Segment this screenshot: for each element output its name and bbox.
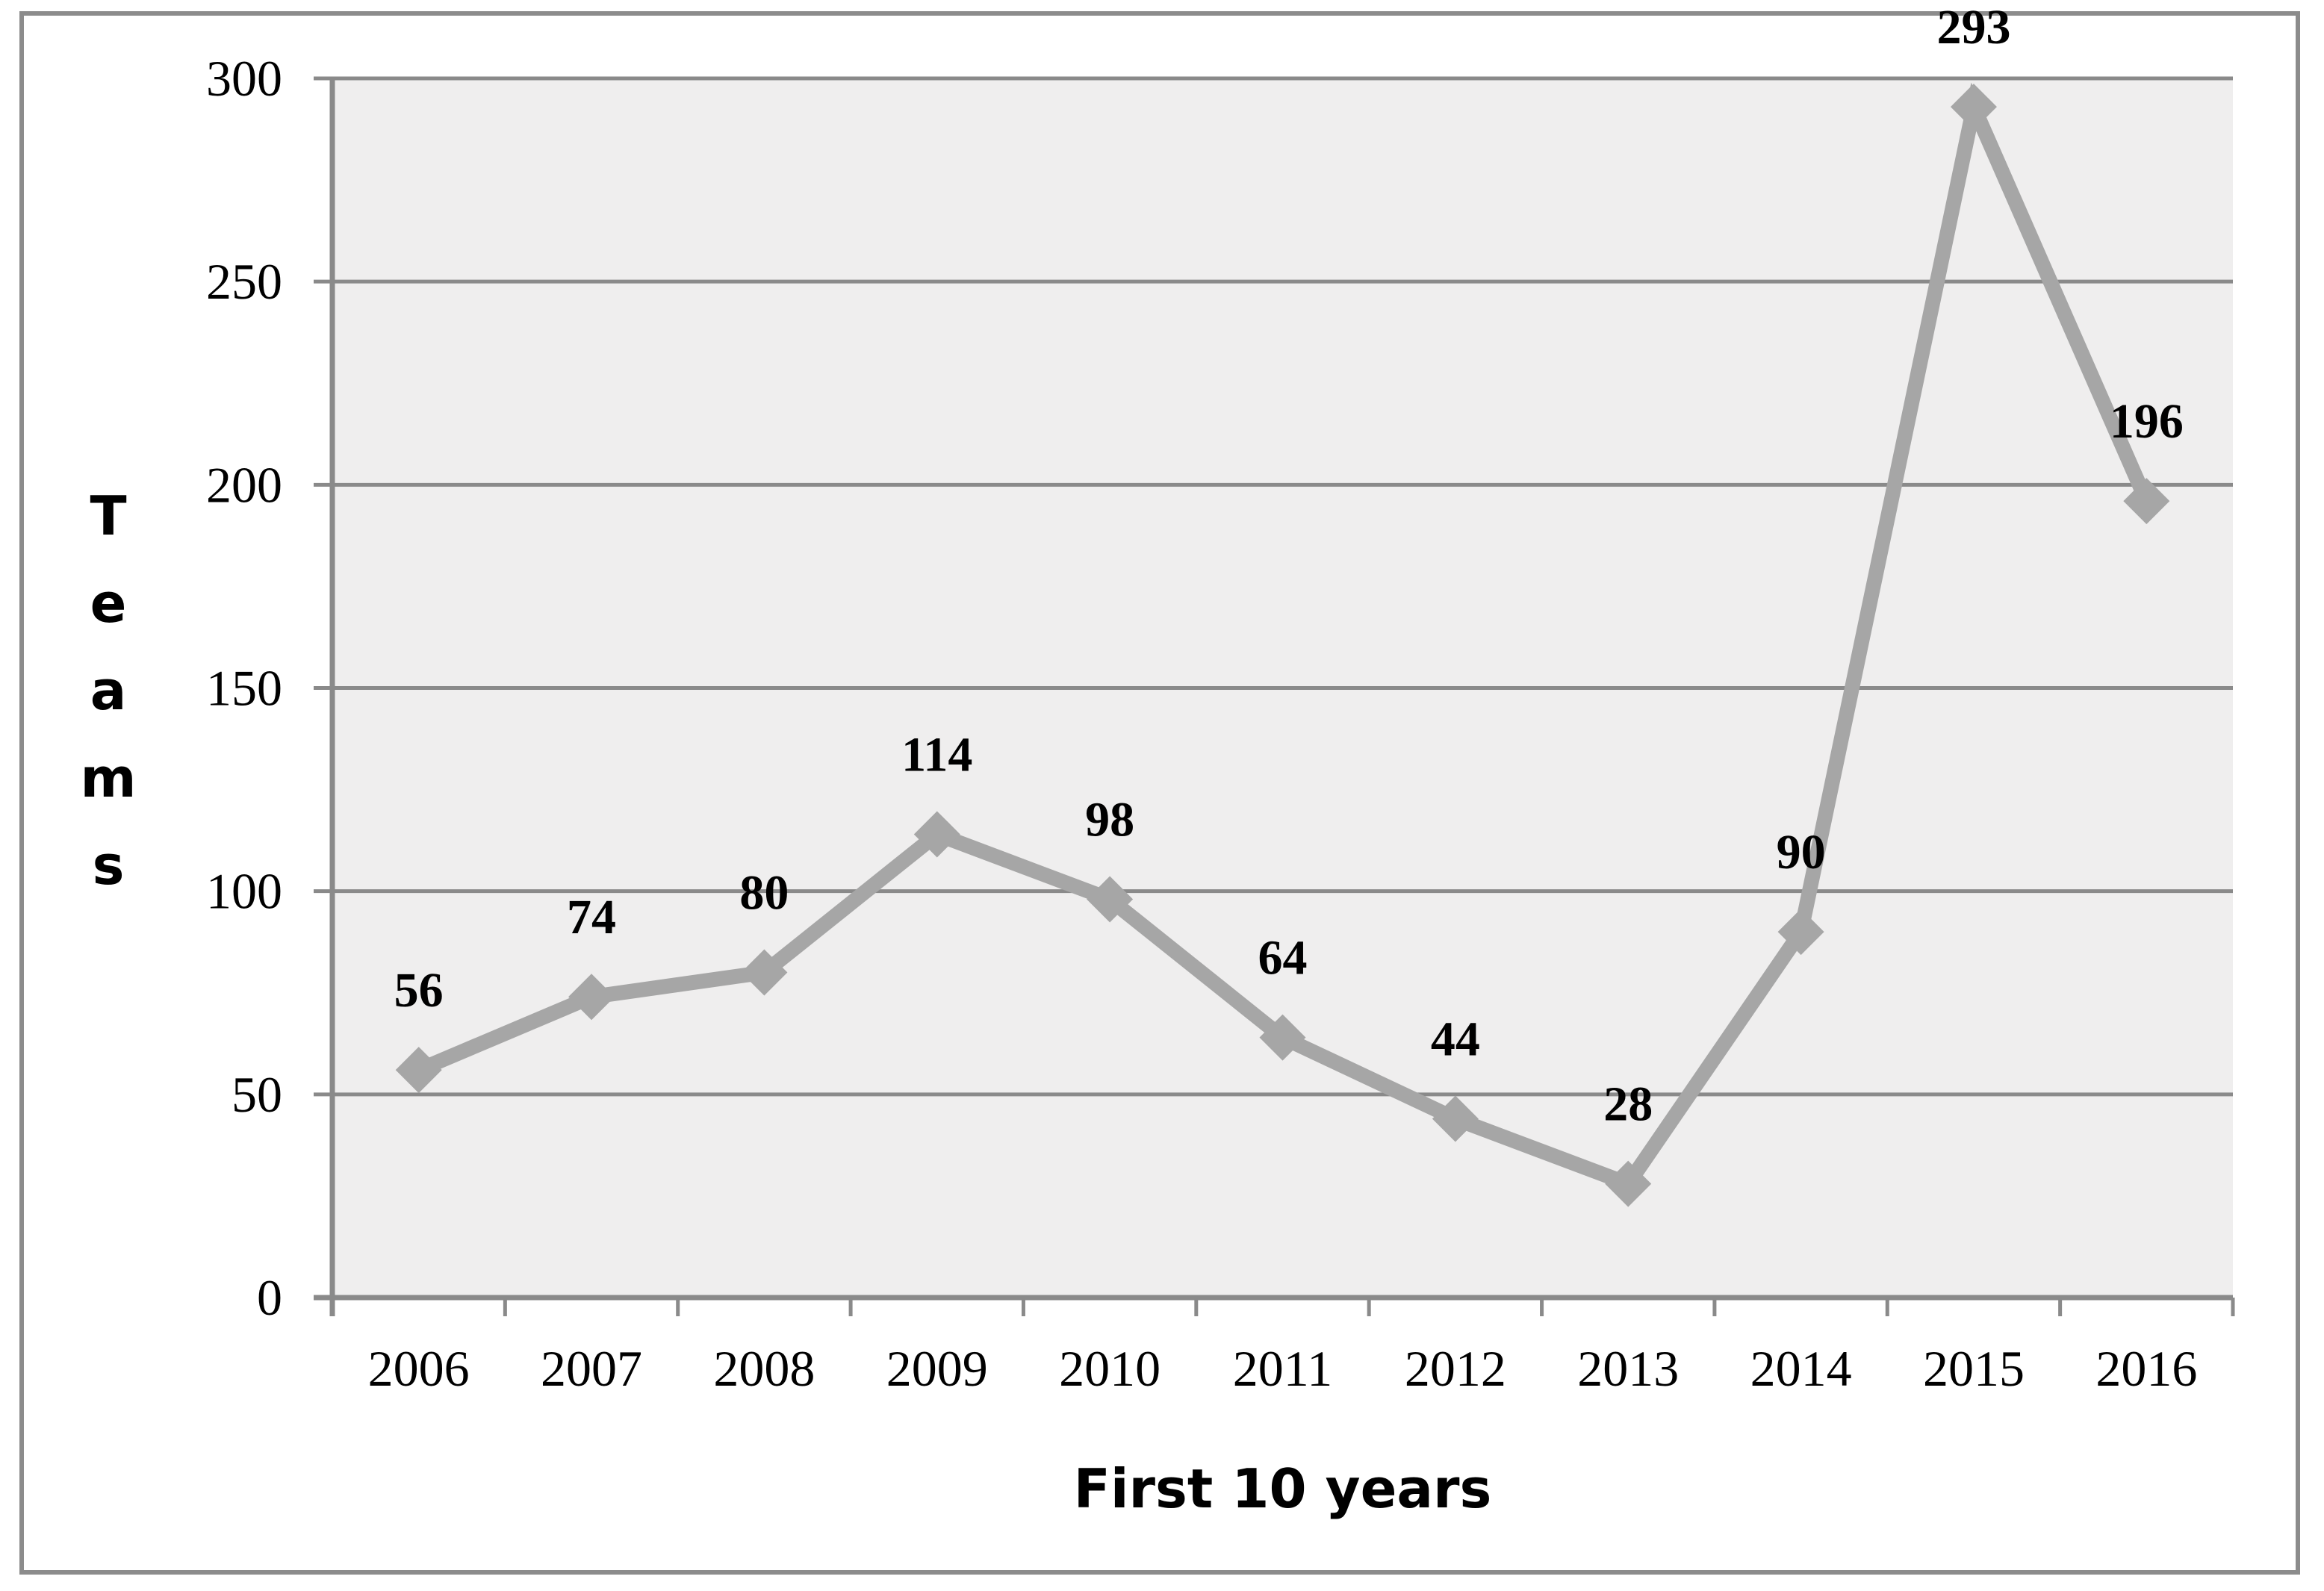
data-point-2015: [1950, 84, 1997, 131]
data-label-2014: 90: [1777, 825, 1826, 879]
x-tick-label-2016: 2016: [2095, 1340, 2197, 1397]
x-axis-title: First 10 years: [1073, 1457, 1492, 1520]
y-axis-title-letter: e: [90, 572, 127, 635]
data-label-2006: 56: [394, 963, 444, 1018]
x-tick-label-2011: 2011: [1233, 1340, 1332, 1397]
y-axis-title-letter: m: [80, 747, 137, 809]
data-point-2016: [2123, 478, 2170, 525]
data-label-2013: 28: [1603, 1077, 1653, 1132]
data-label-2007: 74: [567, 890, 616, 944]
y-tick-label-150: 150: [206, 660, 282, 717]
data-point-2009: [913, 811, 960, 858]
data-label-2016: 196: [2110, 394, 2184, 449]
y-tick-label-200: 200: [206, 456, 282, 513]
x-tick-label-2010: 2010: [1059, 1340, 1161, 1397]
data-label-2011: 64: [1258, 931, 1308, 986]
y-tick-label-250: 250: [206, 253, 282, 310]
x-tick-label-2007: 2007: [541, 1340, 642, 1397]
data-point-2007: [568, 974, 615, 1021]
data-label-2015: 293: [1936, 0, 2010, 55]
x-tick-label-2014: 2014: [1750, 1340, 1852, 1397]
x-tick-label-2006: 2006: [368, 1340, 470, 1397]
y-axis-title-letter: a: [90, 659, 127, 722]
data-point-2011: [1259, 1014, 1306, 1061]
y-tick-label-50: 50: [232, 1066, 282, 1123]
x-tick-label-2008: 2008: [713, 1340, 815, 1397]
data-point-2014: [1777, 909, 1824, 956]
data-point-2013: [1605, 1160, 1652, 1207]
data-point-2010: [1087, 876, 1134, 923]
data-label-2010: 98: [1085, 793, 1134, 847]
data-label-2009: 114: [901, 727, 972, 782]
y-axis-title-letter: s: [92, 834, 125, 897]
y-tick-label-100: 100: [206, 863, 282, 920]
y-tick-label-0: 0: [257, 1269, 282, 1326]
data-label-2012: 44: [1431, 1012, 1480, 1066]
y-axis-title-letter: T: [90, 485, 127, 547]
y-tick-label-300: 300: [206, 50, 282, 107]
data-point-2006: [395, 1047, 442, 1094]
x-tick-label-2013: 2013: [1577, 1340, 1679, 1397]
data-point-2012: [1432, 1095, 1479, 1142]
data-label-2008: 80: [739, 866, 789, 921]
x-tick-label-2012: 2012: [1405, 1340, 1506, 1397]
x-tick-label-2015: 2015: [1923, 1340, 2025, 1397]
x-tick-label-2009: 2009: [886, 1340, 988, 1397]
data-point-2008: [741, 949, 788, 996]
